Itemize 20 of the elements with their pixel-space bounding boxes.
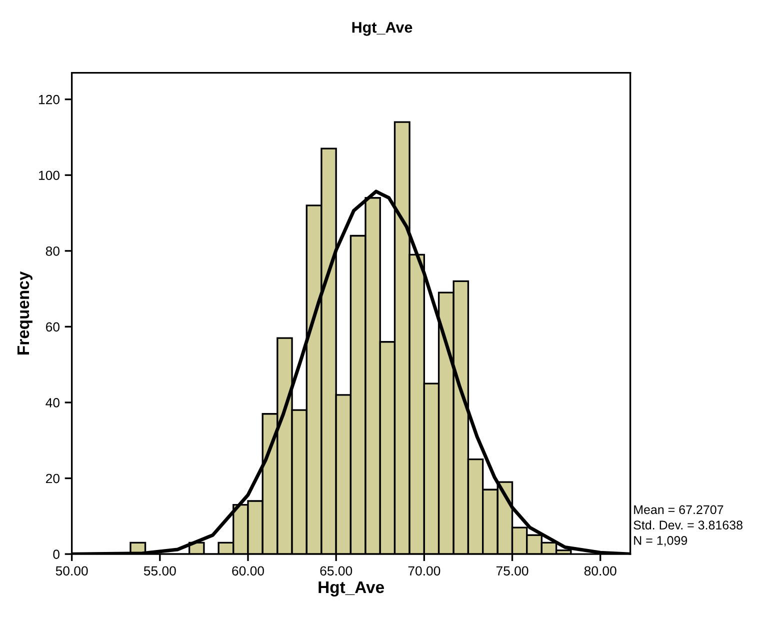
y-tick-label: 20 — [46, 474, 60, 484]
text: N = 1,099 — [634, 536, 688, 546]
text: Mean = 67.2707 — [634, 505, 724, 514]
chart-title: Hgt_Ave — [352, 22, 412, 36]
x-tick-label: 50.00 — [56, 566, 88, 576]
y-tick-label: 120 — [39, 94, 60, 104]
y-tick-label: 100 — [39, 170, 60, 180]
text: Std. Dev. = 3.81638 — [634, 520, 742, 530]
x-tick-label: 75.00 — [496, 566, 528, 576]
x-tick-label: 65.00 — [320, 566, 352, 576]
y-tick-label: 60 — [46, 322, 60, 332]
y-tick-label: 0 — [53, 550, 60, 559]
x-tick-label: 55.00 — [144, 566, 176, 576]
x-tick-label: 70.00 — [408, 566, 440, 576]
y-axis-title: Frequency — [18, 271, 32, 354]
y-tick-label: 80 — [46, 246, 60, 256]
x-tick-label: 80.00 — [584, 566, 616, 576]
x-tick-label: 60.00 — [232, 566, 264, 576]
y-tick-label: 40 — [46, 398, 60, 408]
x-axis-title: Hgt_Ave — [318, 581, 384, 596]
